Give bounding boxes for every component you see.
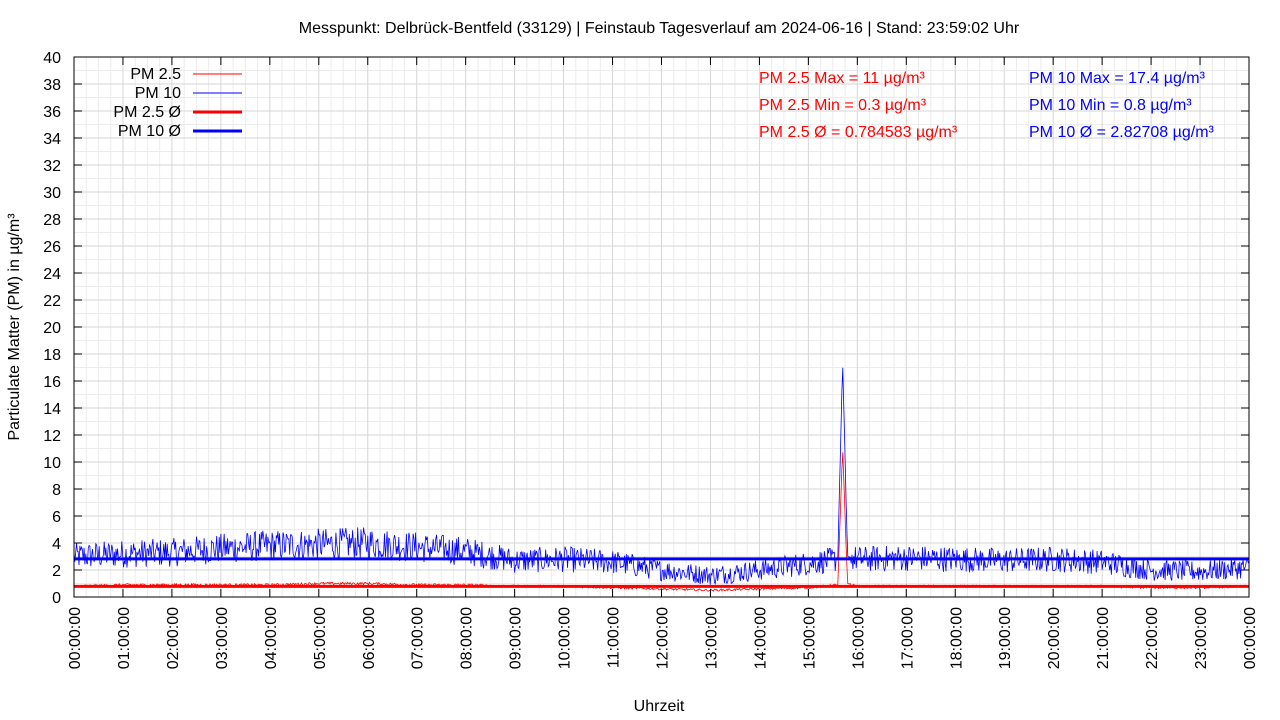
y-tick-label: 22 [43, 293, 61, 310]
grid [73, 56, 1250, 598]
x-tick-label: 20:00:00 [1046, 607, 1063, 669]
x-tick-label: 23:00:00 [1193, 607, 1210, 669]
stat-pm10-max: PM 10 Max = 17.4 µg/m³ [1029, 70, 1206, 87]
axis-ticks: 024681012141618202224262830323436384000:… [43, 50, 1259, 669]
x-tick-label: 17:00:00 [899, 607, 916, 669]
x-tick-label: 22:00:00 [1144, 607, 1161, 669]
x-tick-label: 01:00:00 [116, 607, 133, 669]
x-tick-label: 05:00:00 [312, 607, 329, 669]
data-series [73, 367, 1250, 592]
x-tick-label: 13:00:00 [703, 607, 720, 669]
y-tick-label: 8 [52, 482, 61, 499]
stats-pm25: PM 2.5 Max = 11 µg/m³ PM 2.5 Min = 0.3 µ… [759, 70, 958, 141]
pm10-line [73, 367, 1250, 586]
stat-pm25-avg: PM 2.5 Ø = 0.784583 µg/m³ [759, 124, 958, 141]
y-tick-label: 36 [43, 104, 61, 121]
x-tick-label: 07:00:00 [410, 607, 427, 669]
y-tick-label: 30 [43, 185, 61, 202]
y-tick-label: 4 [52, 536, 61, 553]
x-tick-label: 10:00:00 [557, 607, 574, 669]
x-tick-label: 19:00:00 [997, 607, 1014, 669]
stat-pm10-min: PM 10 Min = 0.8 µg/m³ [1029, 97, 1192, 114]
x-axis-title: Uhrzeit [634, 698, 685, 715]
legend-label-pm10: PM 10 [135, 85, 181, 102]
stat-pm25-min: PM 2.5 Min = 0.3 µg/m³ [759, 97, 927, 114]
x-tick-label: 03:00:00 [214, 607, 231, 669]
y-tick-label: 40 [43, 50, 61, 67]
x-tick-label: 21:00:00 [1095, 607, 1112, 669]
y-tick-label: 6 [52, 509, 61, 526]
x-tick-label: 11:00:00 [606, 607, 623, 668]
x-tick-label: 18:00:00 [948, 607, 965, 669]
x-tick-label: 08:00:00 [459, 607, 476, 669]
x-tick-label: 12:00:00 [655, 607, 672, 669]
stat-pm25-max: PM 2.5 Max = 11 µg/m³ [759, 70, 926, 87]
stat-pm10-avg: PM 10 Ø = 2.82708 µg/m³ [1029, 124, 1215, 141]
y-tick-label: 28 [43, 212, 61, 229]
x-tick-label: 00:00:00 [67, 607, 84, 669]
y-tick-label: 34 [43, 131, 61, 148]
x-tick-label: 14:00:00 [752, 607, 769, 669]
y-tick-label: 16 [43, 374, 61, 391]
legend: PM 2.5 PM 10 PM 2.5 Ø PM 10 Ø [113, 66, 242, 140]
y-tick-label: 38 [43, 77, 61, 94]
stats-pm10: PM 10 Max = 17.4 µg/m³ PM 10 Min = 0.8 µ… [1029, 70, 1215, 141]
y-tick-label: 20 [43, 320, 61, 337]
x-tick-label: 06:00:00 [361, 607, 378, 669]
x-tick-label: 04:00:00 [263, 607, 280, 669]
y-tick-label: 18 [43, 347, 61, 364]
chart-title: Messpunkt: Delbrück-Bentfeld (33129) | F… [299, 20, 1020, 37]
y-tick-label: 0 [52, 590, 61, 607]
y-axis-title: Particulate Matter (PM) in µg/m³ [6, 213, 23, 441]
x-tick-label: 16:00:00 [850, 607, 867, 669]
y-tick-label: 10 [43, 455, 61, 472]
x-tick-label: 00:00:00 [1242, 607, 1259, 669]
x-tick-label: 15:00:00 [801, 607, 818, 669]
legend-label-pm25: PM 2.5 [130, 66, 181, 83]
y-tick-label: 26 [43, 239, 61, 256]
y-tick-label: 2 [52, 563, 61, 580]
y-tick-label: 24 [43, 266, 61, 283]
y-tick-label: 14 [43, 401, 61, 418]
x-tick-label: 09:00:00 [508, 607, 525, 669]
y-tick-label: 12 [43, 428, 61, 445]
legend-label-pm10-avg: PM 10 Ø [118, 123, 181, 140]
y-tick-label: 32 [43, 158, 61, 175]
legend-label-pm25-avg: PM 2.5 Ø [113, 104, 181, 121]
x-tick-label: 02:00:00 [165, 607, 182, 669]
